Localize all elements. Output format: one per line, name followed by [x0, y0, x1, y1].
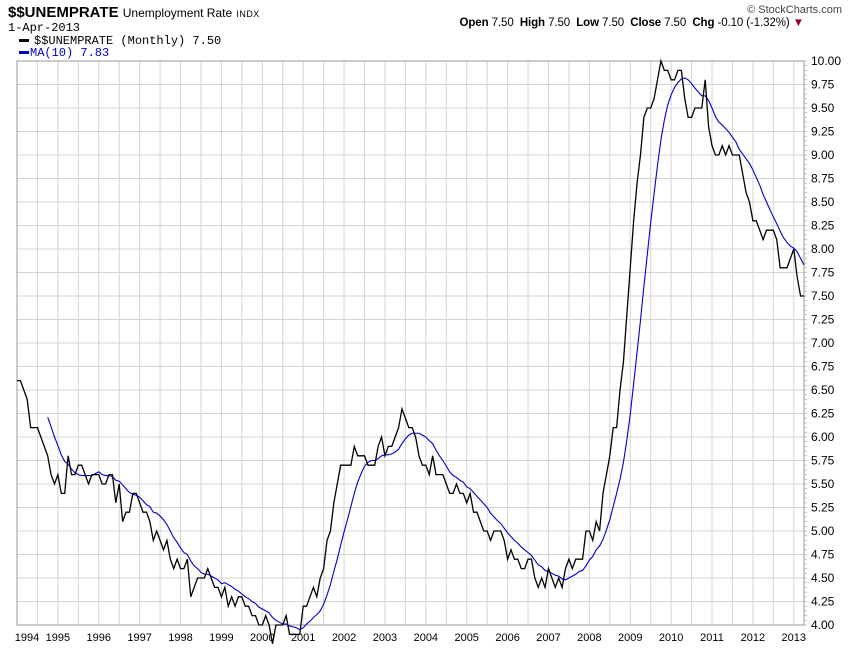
svg-text:8.75: 8.75 — [811, 172, 835, 186]
svg-text:8.50: 8.50 — [811, 195, 835, 209]
svg-text:4.25: 4.25 — [811, 595, 835, 609]
svg-text:2008: 2008 — [577, 632, 601, 644]
svg-text:1997: 1997 — [127, 632, 151, 644]
svg-text:2005: 2005 — [454, 632, 478, 644]
svg-text:2006: 2006 — [495, 632, 519, 644]
svg-text:1995: 1995 — [46, 632, 70, 644]
svg-text:2001: 2001 — [291, 632, 315, 644]
svg-text:4.50: 4.50 — [811, 571, 835, 585]
svg-text:7.00: 7.00 — [811, 336, 835, 350]
svg-text:6.00: 6.00 — [811, 430, 835, 444]
svg-text:8.25: 8.25 — [811, 219, 835, 233]
svg-text:2004: 2004 — [414, 632, 438, 644]
svg-text:2000: 2000 — [250, 632, 274, 644]
svg-text:9.00: 9.00 — [811, 148, 835, 162]
svg-text:7.50: 7.50 — [811, 289, 835, 303]
svg-text:1999: 1999 — [209, 632, 233, 644]
svg-text:1994: 1994 — [15, 632, 39, 644]
svg-text:2013: 2013 — [782, 632, 806, 644]
svg-text:4.75: 4.75 — [811, 548, 835, 562]
svg-text:2011: 2011 — [700, 632, 724, 644]
svg-text:1996: 1996 — [87, 632, 111, 644]
svg-text:2010: 2010 — [659, 632, 683, 644]
svg-text:5.00: 5.00 — [811, 524, 835, 538]
svg-text:2012: 2012 — [741, 632, 765, 644]
svg-text:2002: 2002 — [332, 632, 356, 644]
svg-text:5.25: 5.25 — [811, 501, 835, 515]
svg-text:9.25: 9.25 — [811, 125, 835, 139]
svg-text:2007: 2007 — [536, 632, 560, 644]
svg-text:2009: 2009 — [618, 632, 642, 644]
svg-text:6.50: 6.50 — [811, 383, 835, 397]
svg-text:7.75: 7.75 — [811, 266, 835, 280]
svg-text:9.75: 9.75 — [811, 78, 835, 92]
svg-text:6.25: 6.25 — [811, 407, 835, 421]
svg-text:10.00: 10.00 — [811, 54, 841, 68]
svg-text:4.00: 4.00 — [811, 618, 835, 632]
svg-text:5.75: 5.75 — [811, 454, 835, 468]
svg-text:1998: 1998 — [168, 632, 192, 644]
svg-text:2003: 2003 — [373, 632, 397, 644]
svg-text:5.50: 5.50 — [811, 477, 835, 491]
svg-text:9.50: 9.50 — [811, 101, 835, 115]
svg-text:6.75: 6.75 — [811, 360, 835, 374]
svg-text:8.00: 8.00 — [811, 242, 835, 256]
svg-text:7.25: 7.25 — [811, 313, 835, 327]
